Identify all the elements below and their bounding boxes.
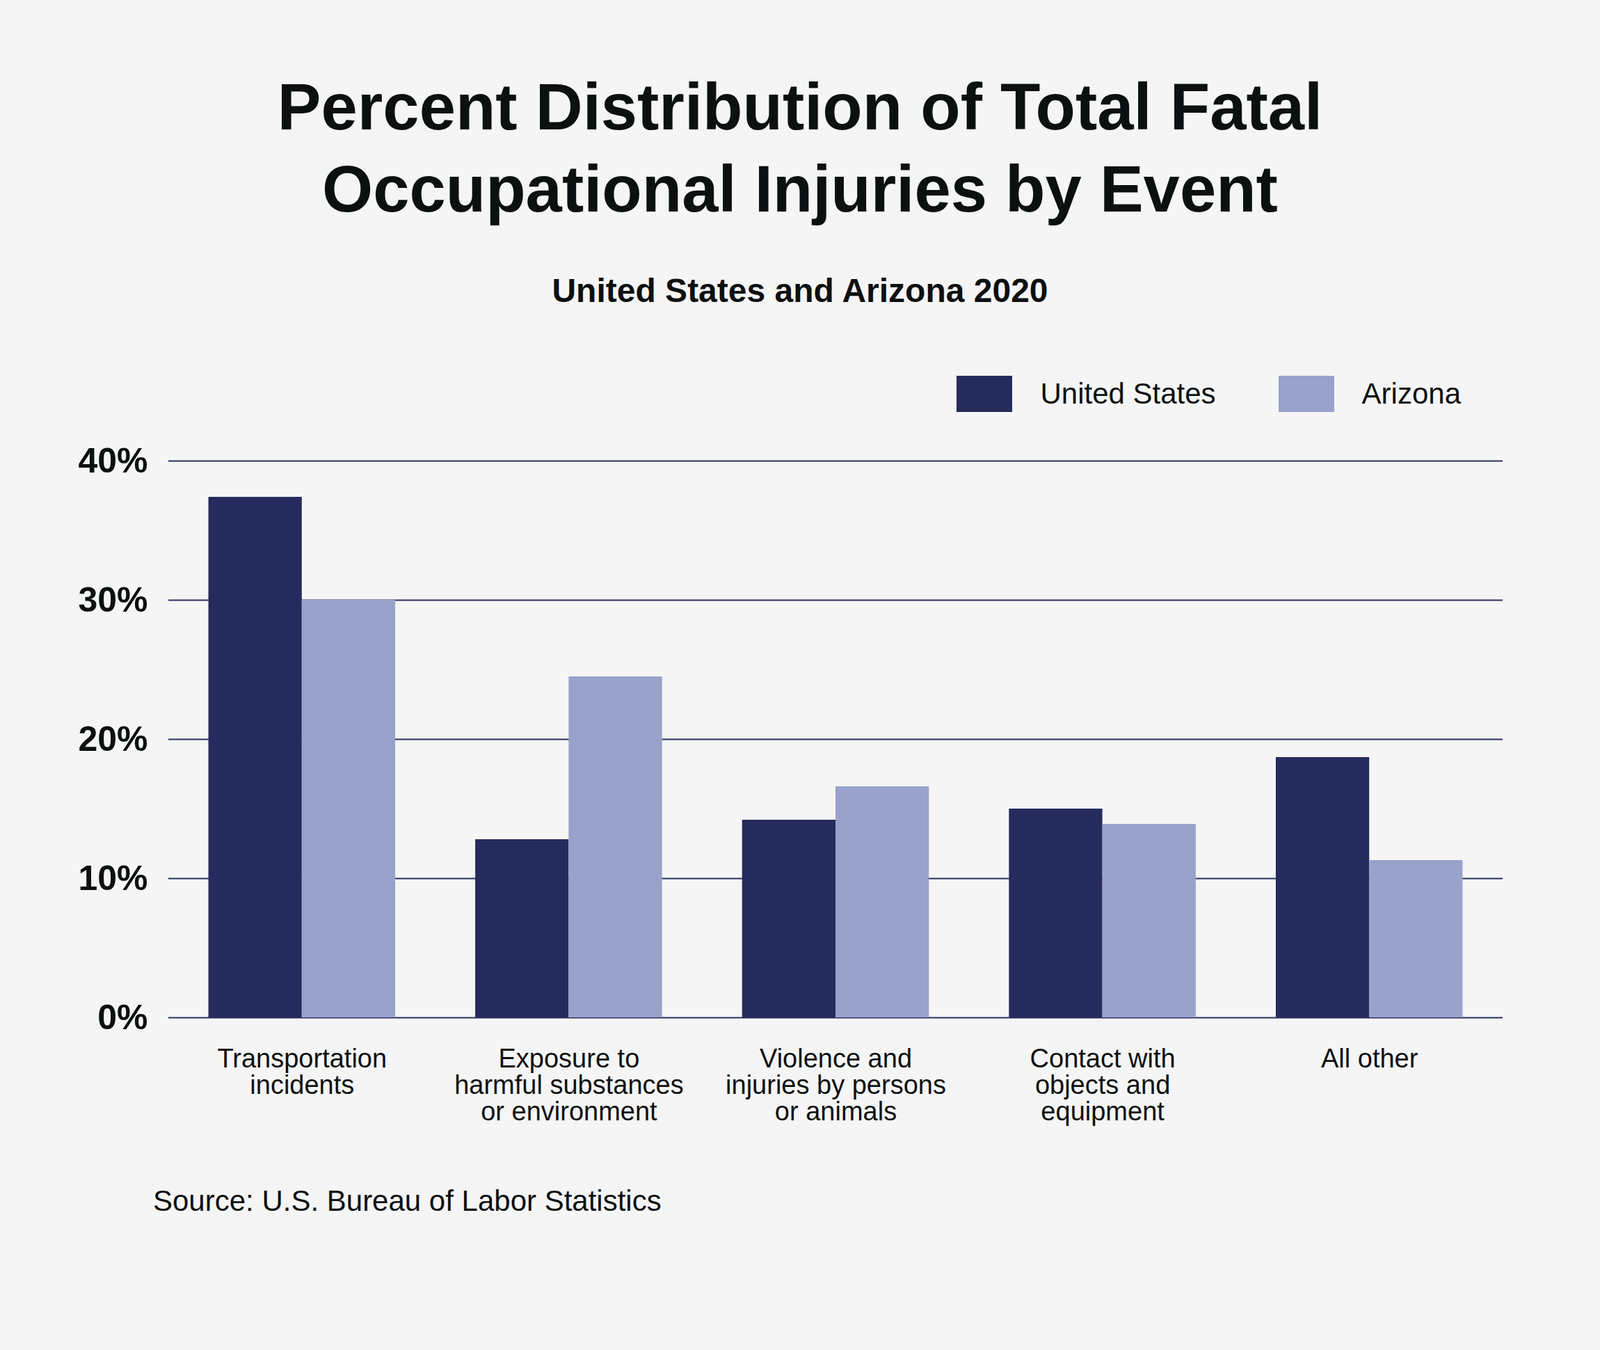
svg-text:Violence andinjuries by person: Violence andinjuries by personsor animal…: [725, 1043, 947, 1126]
svg-text:Contact withobjects andequipme: Contact withobjects andequipment: [1030, 1043, 1176, 1126]
svg-text:Exposure toharmful substanceso: Exposure toharmful substancesor environm…: [454, 1043, 684, 1126]
html-text:United States: United States: [1040, 377, 1216, 410]
svg-text:10%: 10%: [77, 858, 148, 898]
svg-text:20%: 20%: [77, 719, 148, 759]
html-text:Arizona: Arizona: [1361, 377, 1461, 410]
svg-text:40%: 40%: [77, 441, 148, 480]
html-text:Source: U.S. Bureau of Labor S: Source: U.S. Bureau of Labor Statistics: [153, 1184, 662, 1217]
svg-text:All other: All other: [1321, 1043, 1419, 1073]
html-text:Percent Distribution of Total: Percent Distribution of Total Fatal Occu…: [277, 70, 1323, 226]
svg-text:30%: 30%: [77, 580, 148, 620]
html-text:United States and Arizona 2020: United States and Arizona 2020: [552, 272, 1048, 309]
svg-text:Transportationincidents: Transportationincidents: [217, 1043, 387, 1100]
svg-text:0%: 0%: [97, 997, 148, 1037]
